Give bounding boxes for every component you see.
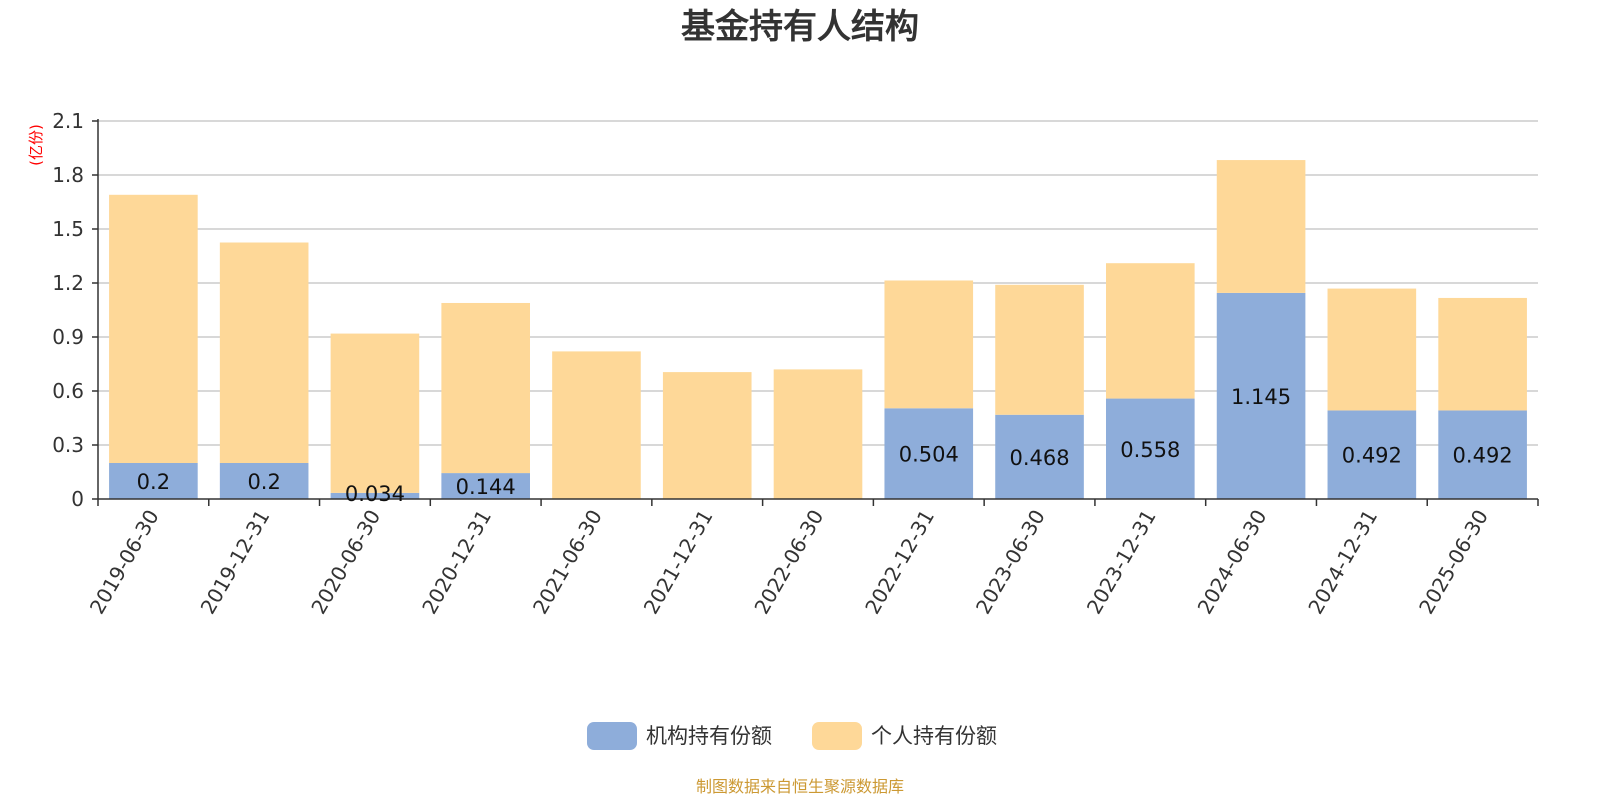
data-label: 0.468 (1009, 446, 1069, 470)
bar-individual[interactable] (662, 372, 752, 499)
y-tick-label: 0.3 (52, 433, 84, 457)
bar-individual[interactable] (552, 351, 641, 499)
legend-label-institution: 机构持有份额 (646, 724, 772, 748)
bars (109, 160, 1527, 499)
y-tick-label: 0.6 (52, 379, 84, 403)
x-tick-label: 2021-12-31 (639, 506, 718, 619)
x-tick-label: 2023-12-31 (1082, 506, 1161, 619)
bar-institution[interactable] (1438, 410, 1527, 499)
legend: 机构持有份额 个人持有份额 (587, 722, 997, 750)
data-label: 1.145 (1231, 385, 1291, 409)
bar-individual[interactable] (1216, 160, 1306, 293)
bar-individual[interactable] (109, 194, 198, 464)
bar-institution[interactable] (109, 463, 198, 499)
data-label: 0.504 (899, 443, 959, 467)
legend-item-individual[interactable]: 个人持有份额 (812, 722, 997, 750)
x-tick-label: 2022-12-31 (860, 506, 939, 619)
bar-individual[interactable] (1327, 288, 1417, 411)
bar-institution[interactable] (441, 473, 530, 499)
y-tick-label: 1.5 (52, 217, 84, 241)
x-tick-label: 2022-06-30 (749, 506, 828, 619)
data-label: 0.492 (1453, 444, 1513, 468)
x-tick-label: 2024-12-31 (1303, 506, 1382, 619)
source-note: 制图数据来自恒生聚源数据库 (696, 777, 904, 796)
bar-individual[interactable] (441, 302, 530, 474)
data-label: 0.034 (345, 482, 405, 506)
x-tick-label: 2025-06-30 (1414, 506, 1493, 619)
legend-swatch-individual (812, 722, 862, 750)
bar-individual[interactable] (1106, 263, 1195, 399)
legend-item-institution[interactable]: 机构持有份额 (587, 722, 772, 750)
data-label: 0.144 (456, 475, 516, 499)
legend-swatch-institution (587, 722, 637, 750)
chart-title: 基金持有人结构 (681, 7, 919, 47)
y-tick-label: 1.2 (52, 271, 84, 295)
data-labels: 0.2 0.2 0.034 0.144 0.504 0.468 0.558 1.145 0.49… (137, 385, 1513, 506)
bar-institution[interactable] (330, 492, 420, 499)
bar-institution[interactable] (1106, 398, 1195, 499)
data-label: 0.2 (137, 470, 170, 494)
y-tick-label: 0.9 (52, 325, 84, 349)
bar-individual[interactable] (330, 333, 420, 493)
y-tick-label: 2.1 (52, 109, 84, 133)
legend-label-individual: 个人持有份额 (871, 724, 997, 748)
y-axis-unit: (亿份) (27, 124, 45, 166)
bar-individual[interactable] (995, 284, 1084, 415)
bar-institution[interactable] (884, 408, 974, 499)
bar-institution[interactable] (995, 414, 1084, 499)
x-tick-label: 2019-12-31 (196, 506, 275, 619)
x-tick-label: 2023-06-30 (971, 506, 1050, 619)
x-tick-label: 2019-06-30 (85, 506, 164, 619)
bar-individual[interactable] (884, 280, 974, 409)
x-tick-label: 2024-06-30 (1193, 506, 1272, 619)
data-label: 0.2 (247, 470, 280, 494)
x-tick-label: 2021-06-30 (528, 506, 607, 619)
x-tick-label: 2020-12-31 (417, 506, 496, 619)
y-tick-label: 0 (71, 487, 84, 511)
data-label: 0.558 (1120, 438, 1180, 462)
bar-individual[interactable] (1438, 297, 1527, 411)
y-tick-label: 1.8 (52, 163, 84, 187)
data-label: 0.492 (1342, 444, 1402, 468)
bar-institution[interactable] (219, 463, 309, 499)
x-tick-label: 2020-06-30 (306, 506, 385, 619)
bar-individual[interactable] (773, 369, 863, 499)
bar-institution[interactable] (1327, 410, 1417, 499)
bar-individual[interactable] (219, 242, 309, 464)
bar-institution[interactable] (1216, 292, 1306, 499)
